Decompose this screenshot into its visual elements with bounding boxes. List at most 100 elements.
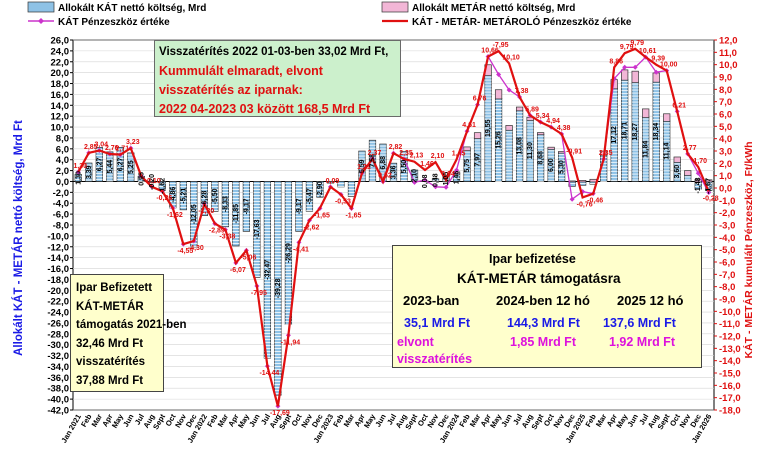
legend: Allokált KÁT nettó költség, Mrd Allokált … bbox=[27, 1, 632, 28]
left-tick-label: -8,0 bbox=[53, 221, 69, 232]
line-value-label: 2,35 bbox=[399, 150, 413, 157]
line-value-label: 6,21 bbox=[672, 102, 686, 109]
left-tick-label: -38,0 bbox=[47, 384, 69, 395]
line-value-label: 1,30 bbox=[73, 163, 87, 170]
right-tick-label: 1,0 bbox=[719, 171, 732, 182]
kat-value-label: 6,00 bbox=[548, 158, 555, 172]
kat-value-label: -5,50 bbox=[212, 188, 219, 204]
left-tick-label: -14,0 bbox=[47, 253, 69, 264]
left-tick-label: -18,0 bbox=[47, 275, 69, 286]
line-value-label: 8,86 bbox=[609, 58, 623, 65]
right-tick-label: -7,0 bbox=[719, 270, 735, 281]
kat-line-marker bbox=[632, 64, 638, 70]
metar-bar bbox=[589, 178, 597, 183]
kat-value-label: 0,48 bbox=[433, 173, 440, 187]
line-value-label: -0,76 bbox=[577, 201, 593, 208]
kat-bar bbox=[242, 181, 250, 232]
left-box-line-3: támogatás 2021-ben bbox=[76, 319, 187, 331]
kat-line-marker bbox=[443, 184, 449, 190]
left-tick-label: 12,0 bbox=[51, 112, 70, 123]
line-value-label: 2,35 bbox=[599, 150, 613, 157]
kat-value-label: -9,17 bbox=[243, 198, 250, 214]
line-value-label: 4,38 bbox=[557, 125, 571, 132]
kat-value-label: 0,08 bbox=[422, 174, 429, 188]
kat-value-label: 3,60 bbox=[674, 165, 681, 179]
refund-label-2: visszatérítés bbox=[397, 352, 473, 366]
line-value-label: -0,53 bbox=[335, 199, 351, 206]
kat-value-label: 17,12 bbox=[611, 126, 618, 144]
kat-value-label: 6,27 bbox=[117, 157, 124, 171]
left-box-line-4: 32,46 Mrd Ft bbox=[76, 337, 144, 350]
refund-label: elvont bbox=[397, 335, 434, 349]
left-tick-label: 6,0 bbox=[56, 144, 69, 155]
total-line bbox=[77, 47, 710, 407]
kat-bar bbox=[211, 181, 219, 212]
right-box-title-1: Ipar befizetése bbox=[489, 252, 576, 266]
left-tick-label: -20,0 bbox=[47, 286, 69, 297]
right-tick-label: 10,0 bbox=[719, 60, 738, 71]
kat-line-marker bbox=[496, 72, 502, 78]
kat-value-label: 8,68 bbox=[538, 151, 545, 165]
left-tick-label: 16,0 bbox=[51, 90, 70, 101]
legend-marker bbox=[38, 18, 44, 24]
left-tick-label: 0,0 bbox=[56, 177, 69, 188]
refund-2025: 1,92 Mrd Ft bbox=[609, 335, 675, 349]
legend-label: Allokált KÁT nettó költség, Mrd bbox=[58, 1, 206, 14]
kat-bar bbox=[431, 178, 440, 182]
kat-bar bbox=[389, 162, 398, 182]
left-tick-label: -12,0 bbox=[47, 242, 69, 253]
x-tick-label: Jan 2021 bbox=[59, 413, 83, 445]
kat-line-marker bbox=[622, 64, 628, 70]
kat-line-marker bbox=[422, 177, 428, 183]
right-tick-label: -8,0 bbox=[719, 282, 735, 293]
left-tick-label: -6,0 bbox=[53, 210, 69, 221]
left-tick-label: 2,0 bbox=[56, 166, 69, 177]
left-tick-label: -42,0 bbox=[47, 406, 69, 417]
left-tick-label: -22,0 bbox=[47, 297, 69, 308]
line-value-label: 5,34 bbox=[536, 113, 550, 120]
line-value-label: -4,41 bbox=[293, 246, 309, 253]
kat-line-marker bbox=[569, 196, 575, 202]
col-2024: 2024-ben 12 hó bbox=[496, 293, 590, 308]
kat-value-label: 13,08 bbox=[517, 137, 524, 155]
line-value-label: 2,37 bbox=[368, 150, 382, 157]
line-value-label: -2,89 bbox=[209, 228, 225, 235]
right-tick-label: 6,0 bbox=[719, 110, 732, 121]
right-tick-label: 5,0 bbox=[719, 122, 732, 133]
metar-bar bbox=[621, 69, 629, 81]
metar-bar bbox=[663, 113, 671, 122]
industry-payment-box: Ipar befizetése KÁT-METÁR támogatásra 20… bbox=[392, 245, 702, 368]
line-value-label: 2,85 bbox=[84, 144, 98, 151]
right-tick-label: -16,0 bbox=[719, 381, 741, 392]
refund-line-1: Visszatérítés 2022 01-03-ben 33,02 Mrd F… bbox=[159, 46, 389, 58]
line-value-label: 10,61 bbox=[639, 48, 657, 55]
line-value-label: -7,95 bbox=[493, 42, 509, 49]
kat-value-label: 0,95 bbox=[138, 172, 145, 186]
kat-value-label: 11,84 bbox=[643, 141, 650, 158]
right-tick-label: -10,0 bbox=[719, 307, 741, 318]
right-tick-label: 4,0 bbox=[719, 134, 732, 145]
refund-line-4: 2022 04-2023 03 között 168,5 Mrd Ft bbox=[159, 102, 371, 116]
refund-2024: 1,85 Mrd Ft bbox=[510, 335, 576, 349]
right-tick-label: -12,0 bbox=[719, 332, 741, 343]
left-tick-label: -28,0 bbox=[47, 329, 69, 340]
metar-bar bbox=[673, 156, 681, 163]
line-value-label: 9,39 bbox=[651, 56, 665, 63]
legend-swatch-kat bbox=[27, 1, 55, 13]
line-value-label: 4,94 bbox=[546, 118, 560, 125]
metar-bar bbox=[694, 178, 702, 183]
left-box-line-1: Ipar Befizetett bbox=[76, 282, 153, 294]
val-2024: 144,3 Mrd Ft bbox=[507, 316, 580, 330]
kat-bar bbox=[337, 181, 345, 188]
kat-value-label: 11,14 bbox=[664, 142, 671, 159]
kat-value-label: 5,75 bbox=[464, 159, 471, 173]
right-box-title-2: KÁT-METÁR támogatásra bbox=[457, 271, 621, 286]
legend-label: KÁT Pénzeszköz értéke bbox=[58, 15, 170, 28]
industry-2021-box: Ipar Befizetett KÁT-METÁR támogatás 2021… bbox=[70, 274, 187, 392]
line-value-label: -11,94 bbox=[281, 339, 301, 346]
line-value-label: -5,06 bbox=[240, 254, 256, 261]
series-lines bbox=[75, 47, 712, 409]
kat-value-label: 1,46 bbox=[454, 171, 461, 185]
kat-bar bbox=[85, 162, 93, 182]
kat-value-label: -9,17 bbox=[296, 198, 303, 214]
